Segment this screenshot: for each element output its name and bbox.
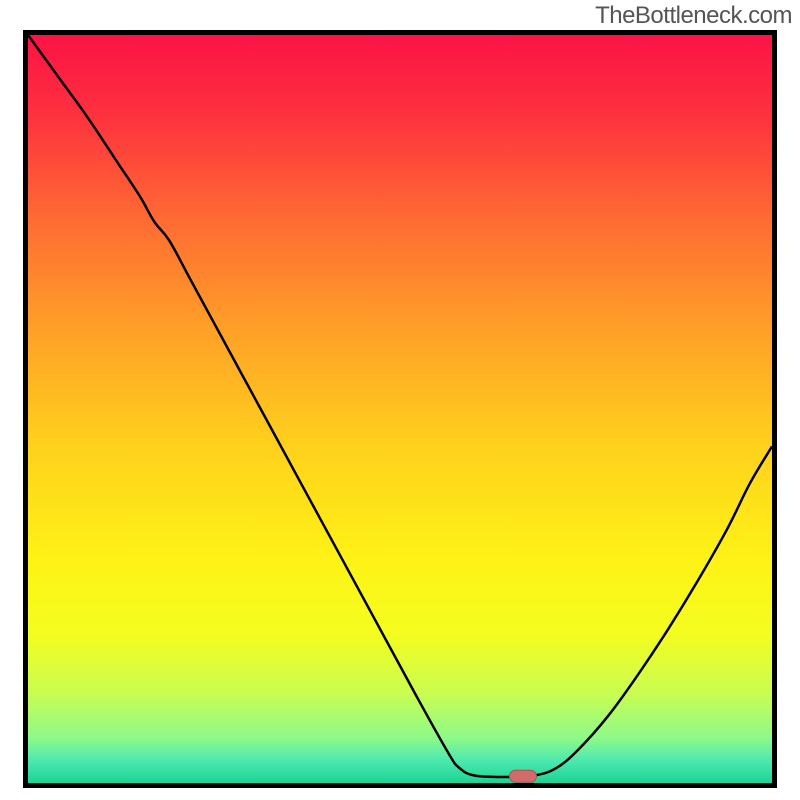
plot-frame — [23, 30, 777, 788]
optimal-point-marker — [509, 770, 537, 782]
watermark-text: TheBottleneck.com — [595, 2, 792, 30]
bottleneck-curve-svg — [28, 35, 772, 783]
bottleneck-curve-path — [28, 35, 772, 777]
